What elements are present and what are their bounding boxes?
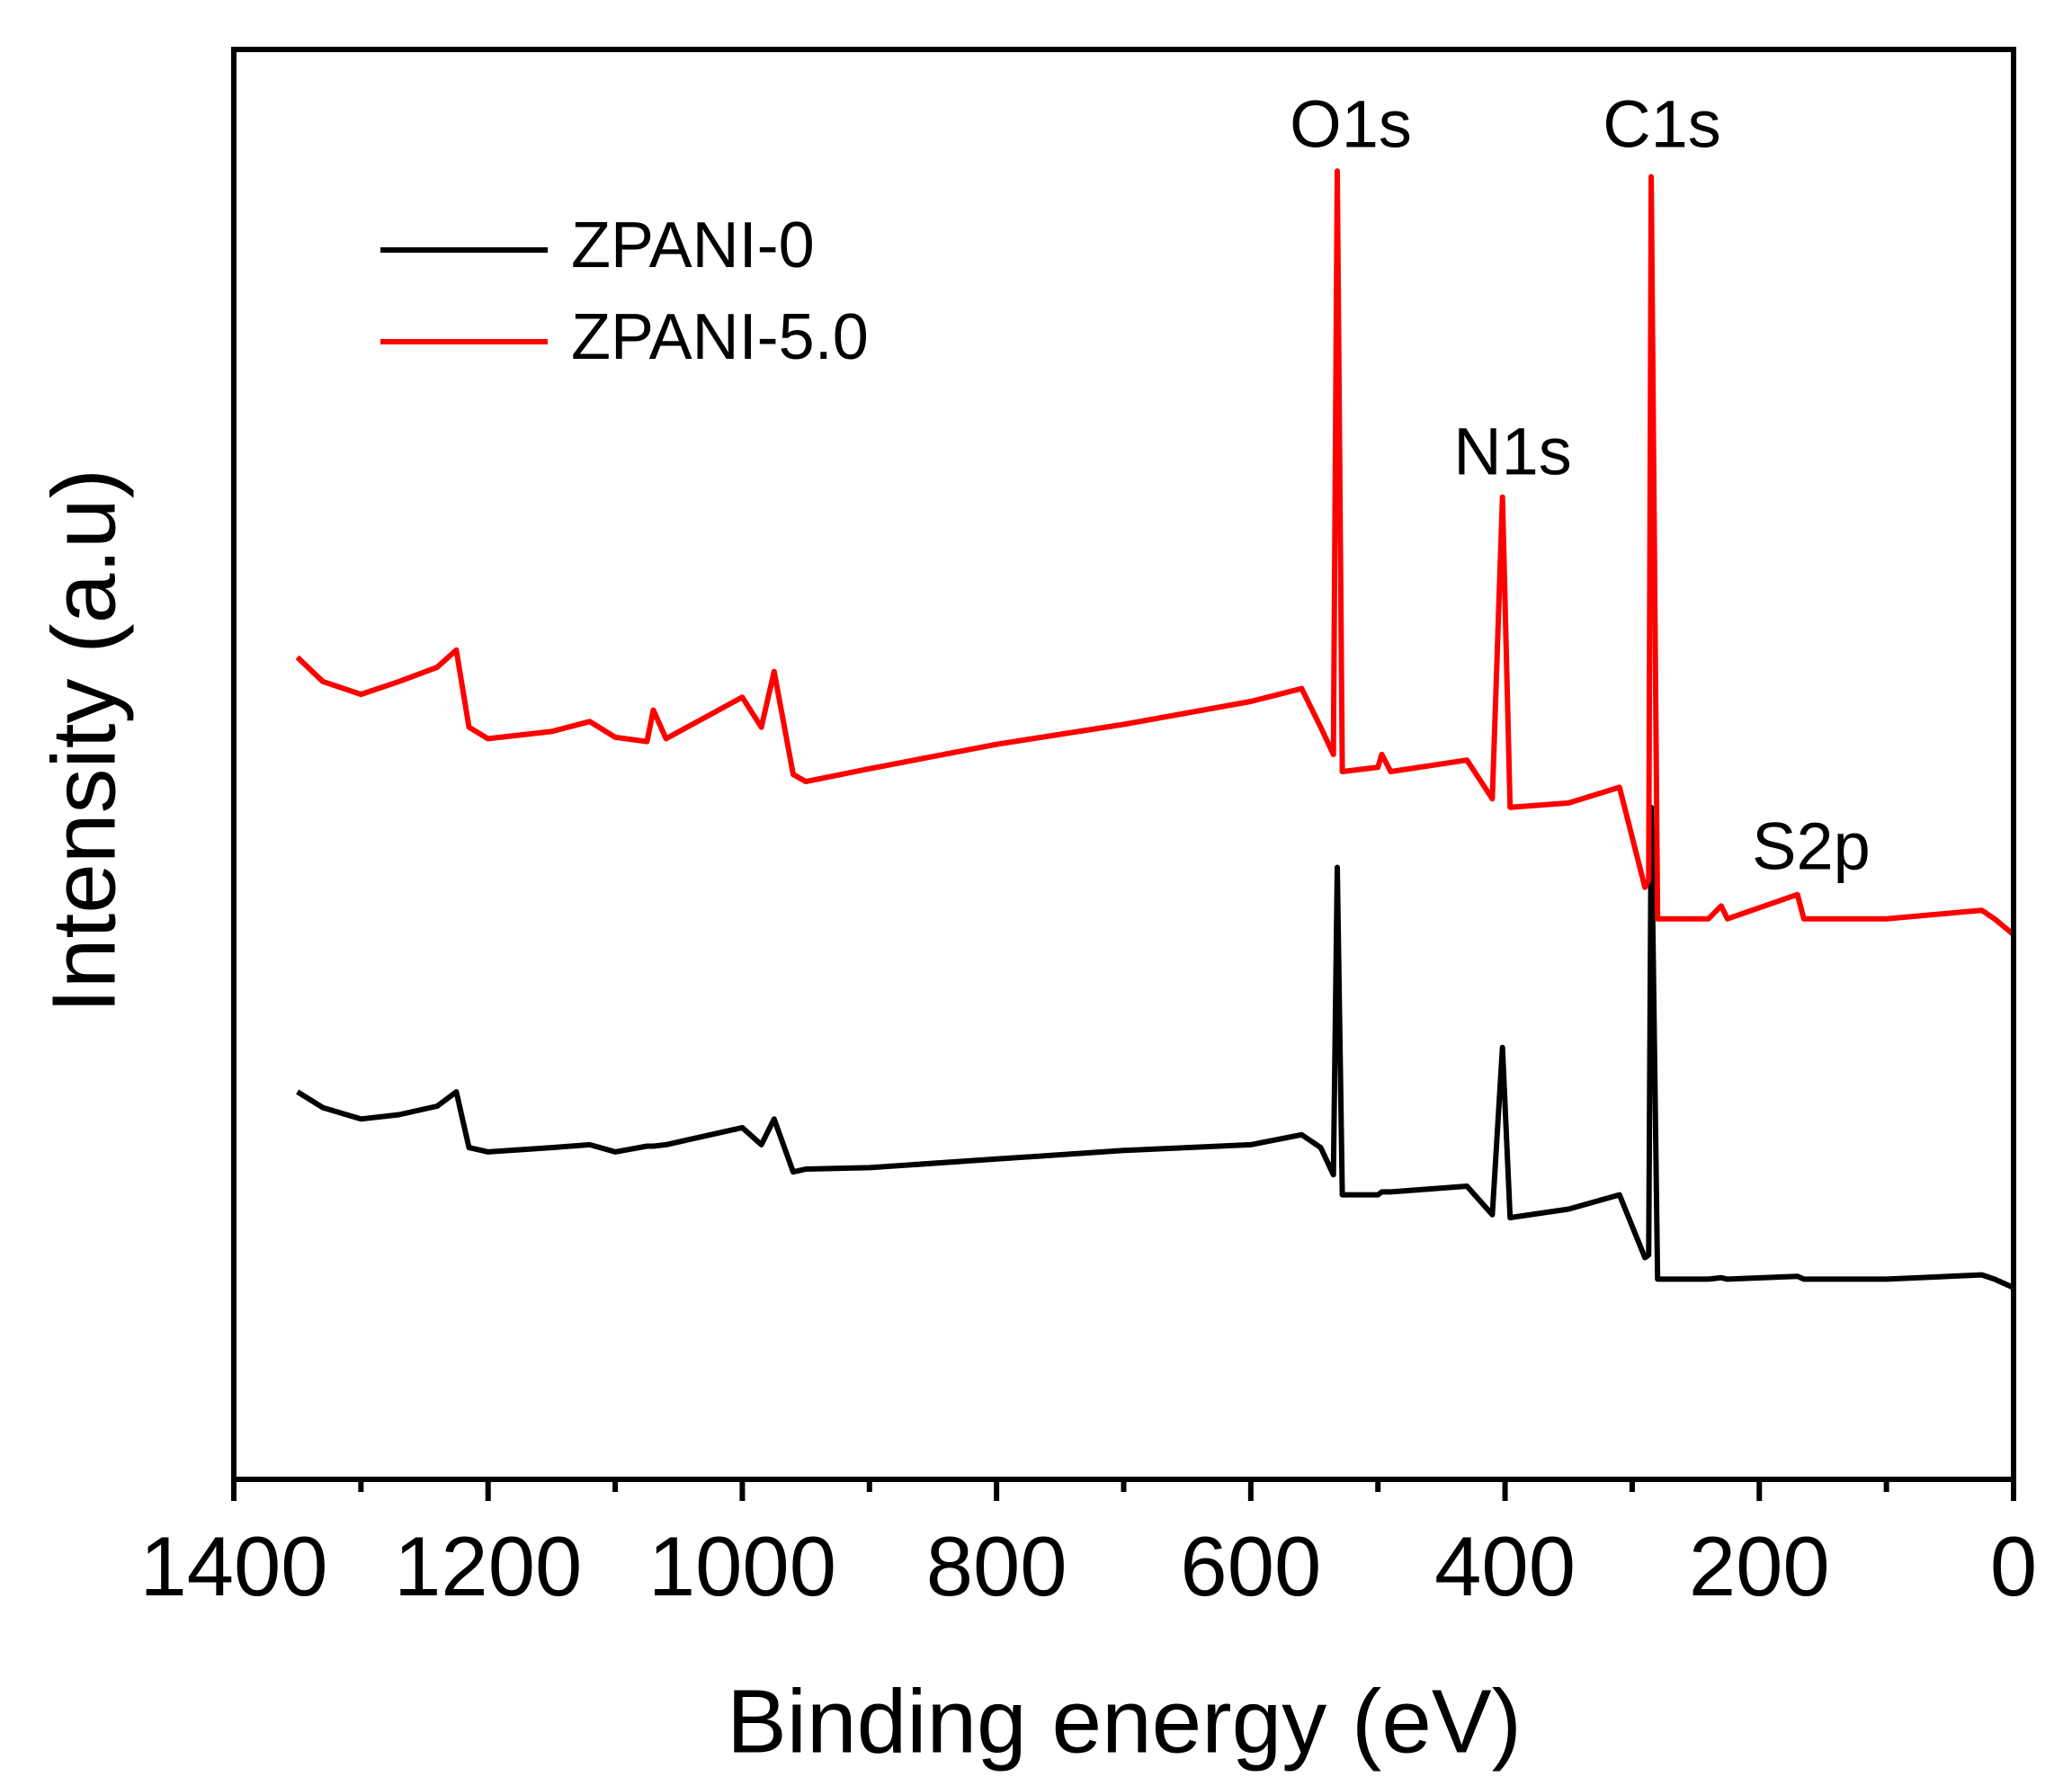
x-tick-label: 200 [1689,1519,1830,1613]
peak-label: C1s [1603,87,1721,162]
x-axis-label: Binding energy (eV) [727,1671,1522,1772]
legend-label: ZPANI-0 [571,210,815,281]
legend-label: ZPANI-5.0 [571,301,869,373]
x-tick-label: 0 [1990,1519,2037,1613]
peak-label: N1s [1453,415,1572,489]
x-tick-label: 600 [1180,1519,1321,1613]
x-tick-label: 400 [1434,1519,1576,1613]
y-axis-label: Intensity (a.u) [33,469,134,1014]
x-tick-label: 1000 [648,1519,836,1613]
data-line [296,804,2015,1290]
plot-frame [231,47,2016,1482]
peak-label: S2p [1752,809,1871,884]
x-tick-label: 800 [926,1519,1067,1613]
peak-label: O1s [1290,87,1412,162]
data-line [295,168,2015,937]
x-tick-label: 1200 [394,1519,582,1613]
x-tick-label: 1400 [139,1519,327,1613]
